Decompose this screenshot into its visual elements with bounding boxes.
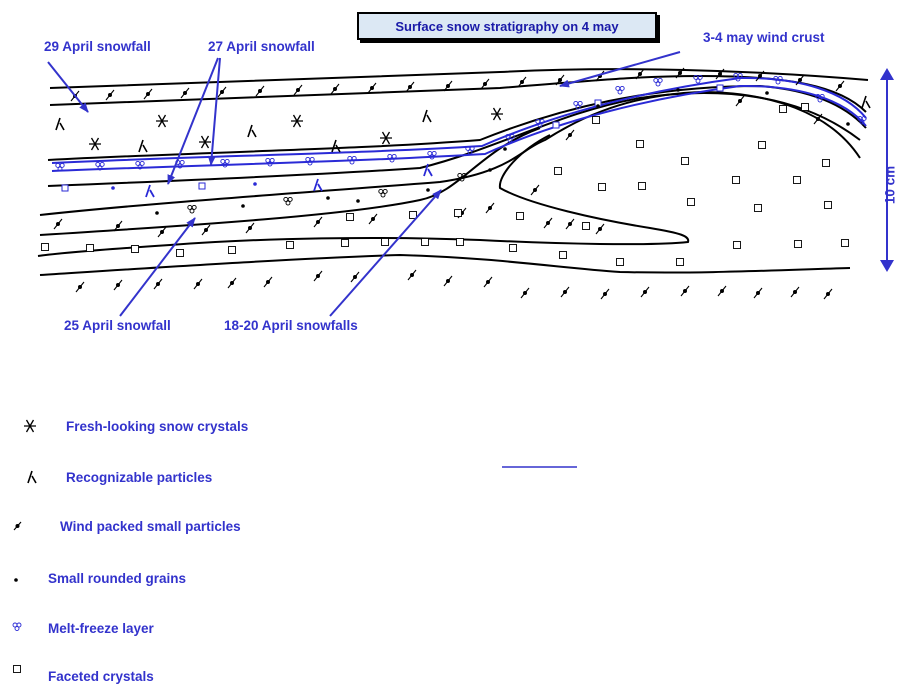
legend-label-wind-packed: Wind packed small particles — [60, 518, 241, 534]
scale-label: 10 cm — [882, 165, 898, 205]
legend-label-rounded: Small rounded grains — [48, 570, 187, 586]
legend-item-faceted: Faceted crystals — [12, 660, 154, 684]
faceted-crystal-symbols — [41, 103, 849, 266]
boundary-27-april-base — [47, 92, 861, 187]
boundary-18-20-april — [39, 253, 851, 276]
legend-item-fresh: Fresh-looking snow crystals — [12, 416, 248, 436]
label-25-april: 25 April snowfall — [64, 318, 171, 333]
legend-label-faceted: Faceted crystals — [48, 668, 154, 684]
facet-lens-top — [39, 127, 541, 236]
legend-item-rounded: Small rounded grains — [12, 568, 186, 588]
layer-27-april-symbols — [61, 163, 433, 198]
arrow-wind-crust — [559, 51, 681, 88]
annotation-arrows — [47, 51, 681, 317]
legend-item-recognizable: Recognizable particles — [12, 467, 212, 487]
fresh-snow-symbols — [55, 95, 871, 153]
boundary-25-april-base — [39, 90, 861, 216]
arrow-27-april-right — [207, 57, 221, 166]
arrow-27-april-left — [167, 57, 219, 185]
wind-packed-symbols-lower — [53, 95, 833, 300]
melt-freeze-icon — [12, 622, 22, 631]
label-27-april: 27 April snowfall — [208, 39, 315, 54]
arrow-25-april — [119, 217, 196, 317]
legend-item-wind-packed: Wind packed small particles — [12, 516, 241, 536]
melt-freeze-crust-lines — [51, 76, 867, 172]
rounded-grain-icon — [14, 578, 18, 582]
layer-boundaries — [37, 68, 869, 276]
label-18-20-april: 18-20 April snowfalls — [224, 318, 358, 333]
scale-bar — [880, 68, 894, 272]
faceted-crystal-icon — [13, 665, 21, 673]
diagram-title-text: Surface snow stratigraphy on 4 may — [395, 18, 619, 34]
legend-label-recognizable: Recognizable particles — [66, 469, 213, 485]
arrow-29-april — [47, 61, 89, 113]
arrow-18-20-april — [329, 189, 442, 317]
recognizable-particle-icon — [27, 470, 37, 484]
label-29-april: 29 April snowfall — [44, 39, 151, 54]
legend-label-melt-freeze: Melt-freeze layer — [48, 620, 154, 636]
diagram-title: Surface snow stratigraphy on 4 may — [357, 12, 657, 40]
label-wind-crust: 3-4 may wind crust — [703, 30, 825, 45]
legend-item-melt-freeze: Melt-freeze layer — [12, 618, 154, 638]
surface-line-top — [49, 68, 869, 89]
facet-lens-inner — [37, 134, 690, 257]
wind-packed-particle-icon — [13, 521, 22, 531]
legend-label-fresh: Fresh-looking snow crystals — [66, 418, 249, 434]
fresh-snow-crystal-icon — [24, 419, 36, 433]
